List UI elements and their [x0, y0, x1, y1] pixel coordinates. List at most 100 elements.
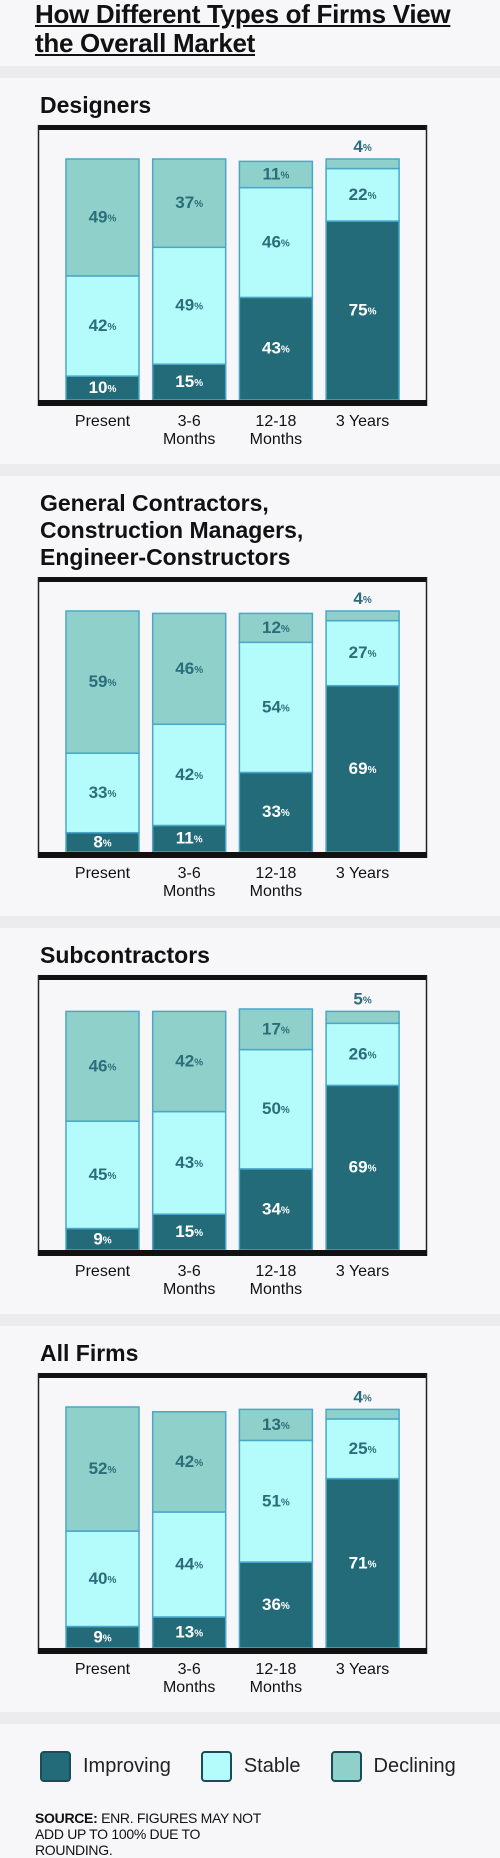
bar-segment [238, 1168, 314, 1251]
value-label: 46% [175, 659, 203, 678]
bar-segment [325, 619, 400, 687]
value-label: 5% [353, 990, 371, 1009]
legend: Improving Stable Declining [0, 1724, 500, 1786]
value-label: 45% [89, 1165, 117, 1184]
x-tick-label: 3-6 Months [162, 413, 216, 448]
value-label: 37% [175, 194, 203, 213]
value-label: 25% [349, 1439, 377, 1458]
value-label: 44% [175, 1555, 203, 1574]
bar-segment [238, 1048, 314, 1170]
bar-segment [151, 612, 227, 726]
value-label: 71% [349, 1554, 377, 1573]
source-label: SOURCE: [35, 1810, 98, 1826]
value-label: 52% [89, 1460, 117, 1479]
value-label: 26% [349, 1045, 377, 1064]
bar-segment [238, 296, 314, 401]
bar-segment [151, 158, 227, 249]
bar-segment [325, 1010, 400, 1025]
bar-segment [238, 186, 314, 299]
value-label: 42% [175, 1052, 203, 1071]
value-label: 34% [262, 1200, 290, 1219]
bar-segment [325, 167, 400, 222]
value-label: 69% [349, 1158, 377, 1177]
x-tick-label: 12-18 Months [249, 413, 303, 448]
value-label: 4% [353, 1388, 371, 1407]
x-tick-label: 3 Years [335, 1263, 390, 1280]
chart: 9% 45% 46% 15% 43% 42% 34% 50% 17% 69% 26% 5% [37, 975, 428, 1256]
x-tick-label: 3 Years [335, 865, 390, 882]
frame-top [38, 125, 427, 130]
value-label: 9% [93, 1230, 111, 1249]
value-label: 33% [262, 803, 290, 822]
value-label: 8% [93, 833, 111, 852]
bar-segment [238, 612, 314, 644]
frame-bottom [38, 1250, 427, 1256]
legend-label: Declining [373, 1754, 456, 1777]
frame-top [38, 1373, 427, 1378]
plot-area: 9% 40% 52% 13% 44% 42% 36% 51% 13% 71% 25% 4% Presen… [0, 1371, 500, 1706]
legend-swatch [200, 1750, 232, 1782]
value-label: 4% [353, 589, 371, 608]
value-label: 11% [176, 829, 203, 848]
value-label: 43% [262, 339, 290, 358]
bar-segment [151, 1010, 227, 1113]
value-label: 42% [175, 1452, 203, 1471]
value-label: 54% [262, 698, 290, 717]
value-label: 75% [349, 301, 377, 320]
x-tick-label: 12-18 Months [249, 1661, 303, 1696]
chart-title: General Contractors, Construction Manage… [40, 490, 304, 570]
x-tick-label: 3 Years [335, 413, 390, 430]
x-tick-label: 12-18 Months [249, 1263, 303, 1298]
chart-title: Designers [40, 92, 152, 118]
bar-segment [238, 1439, 314, 1563]
separator [0, 66, 500, 78]
bar-segment [151, 1616, 227, 1649]
bar-segment [65, 1530, 140, 1628]
x-tick-label: 3 Years [335, 1661, 390, 1678]
value-label: 15% [175, 1223, 203, 1242]
bar-segment [151, 363, 227, 401]
x-tick-label: 3-6 Months [162, 1661, 216, 1696]
legend-swatch [40, 1750, 71, 1782]
value-label: 46% [89, 1057, 117, 1076]
x-tick-label: Present [74, 413, 131, 430]
value-label: 13% [262, 1415, 290, 1434]
bar-segment [65, 1406, 140, 1532]
legend-item: Declining [330, 1750, 456, 1782]
x-tick-label: Present [74, 865, 131, 882]
plot-area: 10% 42% 49% 15% 49% 37% 43% 46% 11% 75% 22% 4% Prese… [0, 123, 500, 458]
separator [0, 916, 500, 928]
value-label: 9% [93, 1628, 111, 1647]
bar-segment [325, 158, 400, 170]
chart: 8% 33% 59% 11% 42% 46% 33% 54% 12% 69% 27% 4% [37, 577, 428, 858]
bar-segment [325, 220, 400, 401]
value-label: 10% [89, 379, 117, 398]
plot-area: 8% 33% 59% 11% 42% 46% 33% 54% 12% 69% 27% 4% Presen… [0, 575, 500, 910]
chart-title: All Firms [40, 1340, 139, 1366]
frame-bottom [38, 400, 427, 406]
panels: Designers 10% 42% 49% 15% 49% 37% 43% 46% 11% 75% 2… [0, 66, 500, 1712]
bar-segment [65, 1120, 140, 1230]
bar-segment [151, 1110, 227, 1215]
bar-segment [65, 1010, 140, 1122]
bar-segment [325, 1418, 400, 1480]
bar-segment [151, 246, 227, 365]
value-label: 51% [262, 1492, 290, 1511]
x-tick-label: 3-6 Months [162, 1263, 216, 1298]
bar-segment [65, 610, 140, 754]
separator [0, 464, 500, 476]
value-label: 36% [262, 1596, 290, 1615]
bar-segment [325, 1408, 400, 1420]
x-tick-label: 12-18 Months [249, 865, 303, 900]
source-note: SOURCE: ENR. FIGURES MAY NOT ADD UP TO 1… [0, 1786, 265, 1858]
value-label: 13% [175, 1623, 203, 1642]
bar-segment [238, 1408, 314, 1442]
bar-segment [325, 684, 400, 853]
legend-label: Stable [243, 1754, 301, 1777]
bar-segment [65, 275, 140, 377]
frame-bottom [38, 852, 427, 858]
bar-segment [65, 158, 140, 277]
chart-panel: All Firms 9% 40% 52% 13% 44% 42% 36% 51% 13% 71% 25… [0, 1326, 500, 1712]
bar-segment [151, 723, 227, 827]
